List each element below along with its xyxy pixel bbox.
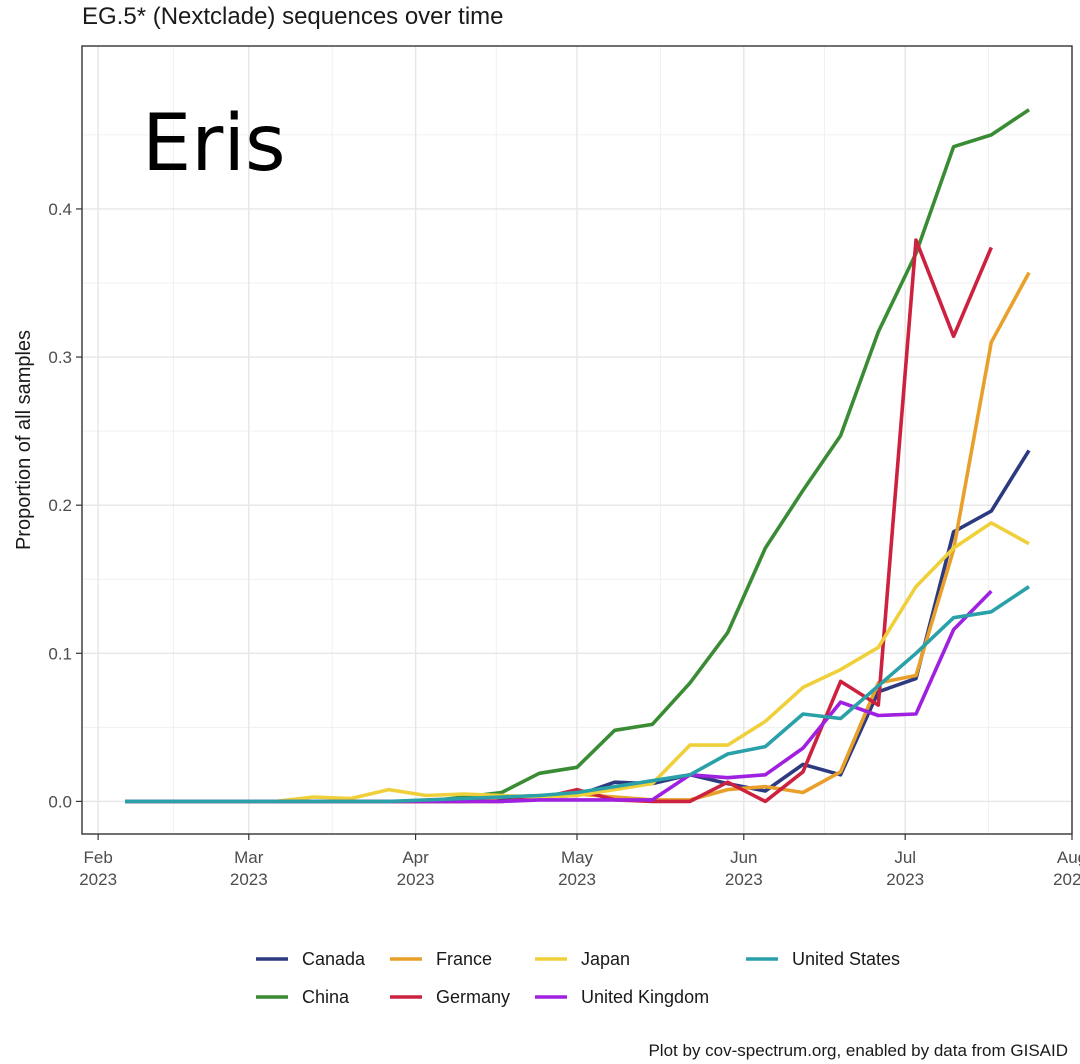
y-tick-label: 0.1	[48, 644, 72, 663]
legend-label-china: China	[302, 987, 350, 1007]
plot-panel: 0.0 0.1 0.2 0.3 0.4 Feb 2023 Mar 2023 Apr 2023 May 2…	[48, 45, 1080, 889]
series-line-united-states	[125, 585, 1031, 804]
y-tick-label: 0.3	[48, 348, 72, 367]
x-tick-label-year: 2023	[1053, 870, 1080, 889]
x-tick-label-month: Jun	[730, 848, 757, 867]
legend-label-japan: Japan	[581, 949, 630, 969]
caption: Plot by cov-spectrum.org, enabled by dat…	[648, 1041, 1068, 1060]
chart-title: EG.5* (Nextclade) sequences over time	[82, 3, 504, 30]
x-tick-label-year: 2023	[230, 870, 268, 889]
x-tick-label-month: Mar	[234, 848, 264, 867]
x-tick-label-year: 2023	[886, 870, 924, 889]
legend-label-germany: Germany	[436, 987, 510, 1007]
y-tick-label: 0.4	[48, 200, 72, 219]
x-tick-label-year: 2023	[725, 870, 763, 889]
x-tick-label-month: May	[561, 848, 594, 867]
y-tick-label: 0.2	[48, 496, 72, 515]
legend-label-united-states: United States	[792, 949, 900, 969]
y-axis-title: Proportion of all samples	[13, 330, 35, 550]
legend-label-france: France	[436, 949, 492, 969]
x-tick-label-year: 2023	[79, 870, 117, 889]
x-tick-label-month: Apr	[402, 848, 429, 867]
legend: Canada France Japan United States China Germa…	[256, 949, 900, 1007]
x-tick-label-month: Aug	[1057, 848, 1080, 867]
x-tick-label-month: Feb	[83, 848, 112, 867]
legend-label-canada: Canada	[302, 949, 366, 969]
annotation-eris: Eris	[142, 99, 286, 189]
x-tick-label-year: 2023	[558, 870, 596, 889]
x-tick-label-month: Jul	[894, 848, 916, 867]
y-tick-label: 0.0	[48, 792, 72, 811]
legend-label-united-kingdom: United Kingdom	[581, 987, 709, 1007]
x-tick-label-year: 2023	[397, 870, 435, 889]
